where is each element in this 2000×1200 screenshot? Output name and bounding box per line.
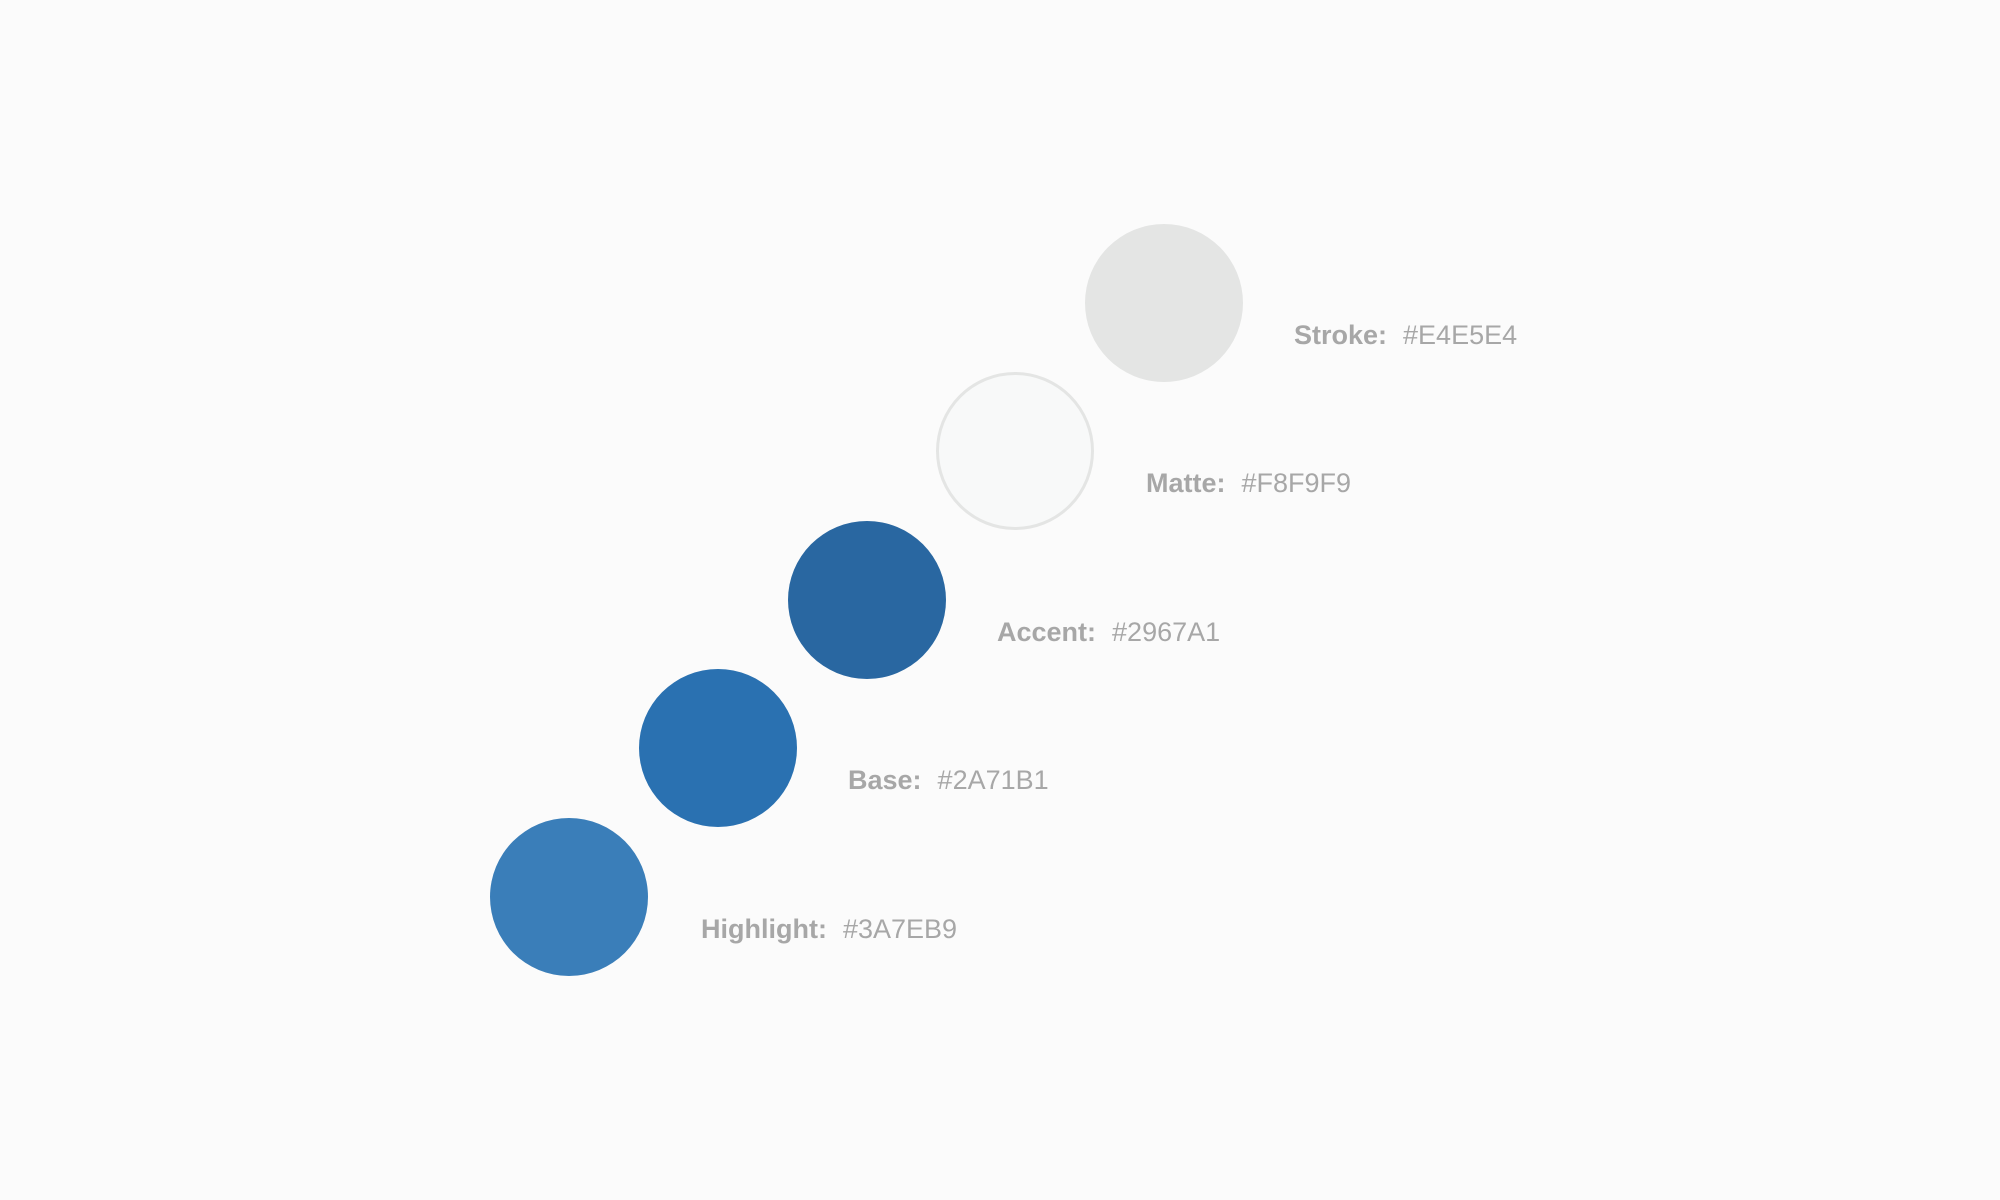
color-name: Matte: bbox=[1146, 468, 1226, 498]
color-name: Accent: bbox=[997, 617, 1097, 647]
label-base: Base: #2A71B1 bbox=[848, 767, 1049, 794]
label-highlight: Highlight: #3A7EB9 bbox=[701, 916, 957, 943]
label-accent: Accent: #2967A1 bbox=[997, 619, 1220, 646]
label-stroke: Stroke: #E4E5E4 bbox=[1294, 322, 1517, 349]
color-name: Highlight: bbox=[701, 914, 827, 944]
color-hex: #F8F9F9 bbox=[1241, 468, 1352, 498]
swatch-stroke bbox=[1085, 224, 1243, 382]
color-hex: #2967A1 bbox=[1112, 617, 1221, 647]
color-hex: #E4E5E4 bbox=[1403, 320, 1518, 350]
swatch-accent bbox=[788, 521, 946, 679]
color-name: Base: bbox=[848, 765, 922, 795]
color-hex: #3A7EB9 bbox=[842, 914, 958, 944]
color-hex: #2A71B1 bbox=[937, 765, 1049, 795]
swatch-highlight bbox=[490, 818, 648, 976]
swatch-base bbox=[639, 669, 797, 827]
label-matte: Matte: #F8F9F9 bbox=[1146, 470, 1351, 497]
swatch-matte bbox=[936, 372, 1094, 530]
color-name: Stroke: bbox=[1294, 320, 1388, 350]
